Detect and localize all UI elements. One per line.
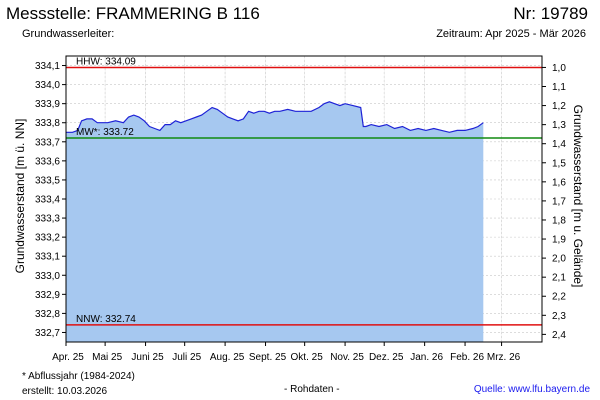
- y-tick-label-right: 2,1: [552, 273, 566, 284]
- y-tick-label-left: 332,7: [35, 328, 60, 339]
- x-tick-label: Aug. 25: [210, 352, 245, 363]
- created-date: erstellt: 10.03.2026: [22, 386, 108, 397]
- y-tick-label-right: 1,6: [552, 177, 566, 188]
- y-tick-label-left: 333,5: [35, 175, 60, 186]
- y-tick-label-right: 1,1: [552, 82, 566, 93]
- y-tick-label-right: 1,3: [552, 120, 566, 131]
- reference-label-mw: MW*: 333.72: [76, 127, 134, 138]
- x-tick-label: Juni 25: [131, 352, 164, 363]
- reference-lines: HHW: 334.09 MW*: 333.72 NNW: 332.74: [66, 56, 542, 326]
- y-tick-label-left: 332,8: [35, 309, 60, 320]
- raw-data-label: - Rohdaten -: [284, 384, 340, 395]
- water-level-area: [66, 101, 484, 342]
- y-tick-label-right: 1,4: [552, 139, 566, 150]
- x-tick-label: Feb. 26: [450, 352, 484, 363]
- reference-label-nnw: NNW: 332.74: [76, 314, 136, 325]
- source-link[interactable]: Quelle: www.lfu.bayern.de: [473, 384, 590, 395]
- y-tick-label-right: 1,7: [552, 196, 566, 207]
- y-tick-label-right: 2,3: [552, 311, 566, 322]
- x-tick-label: Mrz. 26: [487, 352, 521, 363]
- page-title: Messstelle: FRAMMERING B 116: [6, 4, 260, 23]
- x-tick-label: Apr. 25: [52, 352, 84, 363]
- x-tick-label: Okt. 25: [291, 352, 324, 363]
- x-tick-label: Mai 25: [92, 352, 122, 363]
- y-tick-label-right: 1,2: [552, 101, 566, 112]
- aquifer-label: Grundwasserleiter:: [22, 28, 115, 40]
- y-axis-label-right: Grundwasserstand [m u. Gelände]: [571, 104, 585, 288]
- y-tick-label-left: 334,0: [35, 80, 60, 91]
- y-axis-left: 334,1 334,0 333,9 333,8 333,7 333,6 333,5 333,4…: [35, 61, 66, 339]
- y-tick-label-right: 2,0: [552, 254, 566, 265]
- x-tick-label: Sept. 25: [249, 352, 287, 363]
- x-tick-label: Dez. 25: [369, 352, 404, 363]
- y-tick-label-right: 2,2: [552, 292, 566, 303]
- footnote-abflussjahr: * Abflussjahr (1984-2024): [22, 371, 135, 382]
- reference-label-hhw: HHW: 334.09: [76, 56, 136, 67]
- y-tick-label-right: 1,9: [552, 235, 566, 246]
- y-axis-label-left: Grundwasserstand [m ü. NN]: [13, 118, 27, 274]
- y-tick-label-left: 333,3: [35, 214, 60, 225]
- y-tick-label-left: 334,1: [35, 61, 60, 72]
- y-tick-label-left: 333,7: [35, 137, 60, 148]
- y-tick-label-left: 333,1: [35, 252, 60, 263]
- y-tick-label-right: 1,5: [552, 158, 566, 169]
- x-tick-label: Jan. 26: [410, 352, 443, 363]
- x-tick-label: Juli 25: [172, 352, 201, 363]
- y-tick-label-left: 333,2: [35, 233, 60, 244]
- y-tick-label-left: 333,9: [35, 99, 60, 110]
- water-level-line: [66, 101, 484, 133]
- y-tick-label-right: 2,4: [552, 330, 566, 341]
- y-tick-label-right: 1,8: [552, 215, 566, 226]
- y-tick-label-left: 332,9: [35, 290, 60, 301]
- x-tick-label: Nov. 25: [330, 352, 364, 363]
- y-tick-label-left: 333,8: [35, 118, 60, 129]
- y-tick-label-right: 1,0: [552, 63, 566, 74]
- y-tick-label-left: 333,0: [35, 271, 60, 282]
- y-axis-right: 1,0 1,1 1,2 1,3 1,4 1,5 1,6 1,7 1,8 1,9 2,0 2,1 2,2 2…: [542, 63, 566, 341]
- y-tick-label-left: 333,4: [35, 195, 60, 206]
- period-label: Zeitraum: Apr 2025 - Mär 2026: [436, 28, 586, 40]
- station-number: Nr: 19789: [513, 4, 588, 23]
- x-axis: Apr. 25 Mai 25 Juni 25 Juli 25 Aug. 25 Sept. …: [52, 342, 521, 363]
- y-tick-label-left: 333,6: [35, 156, 60, 167]
